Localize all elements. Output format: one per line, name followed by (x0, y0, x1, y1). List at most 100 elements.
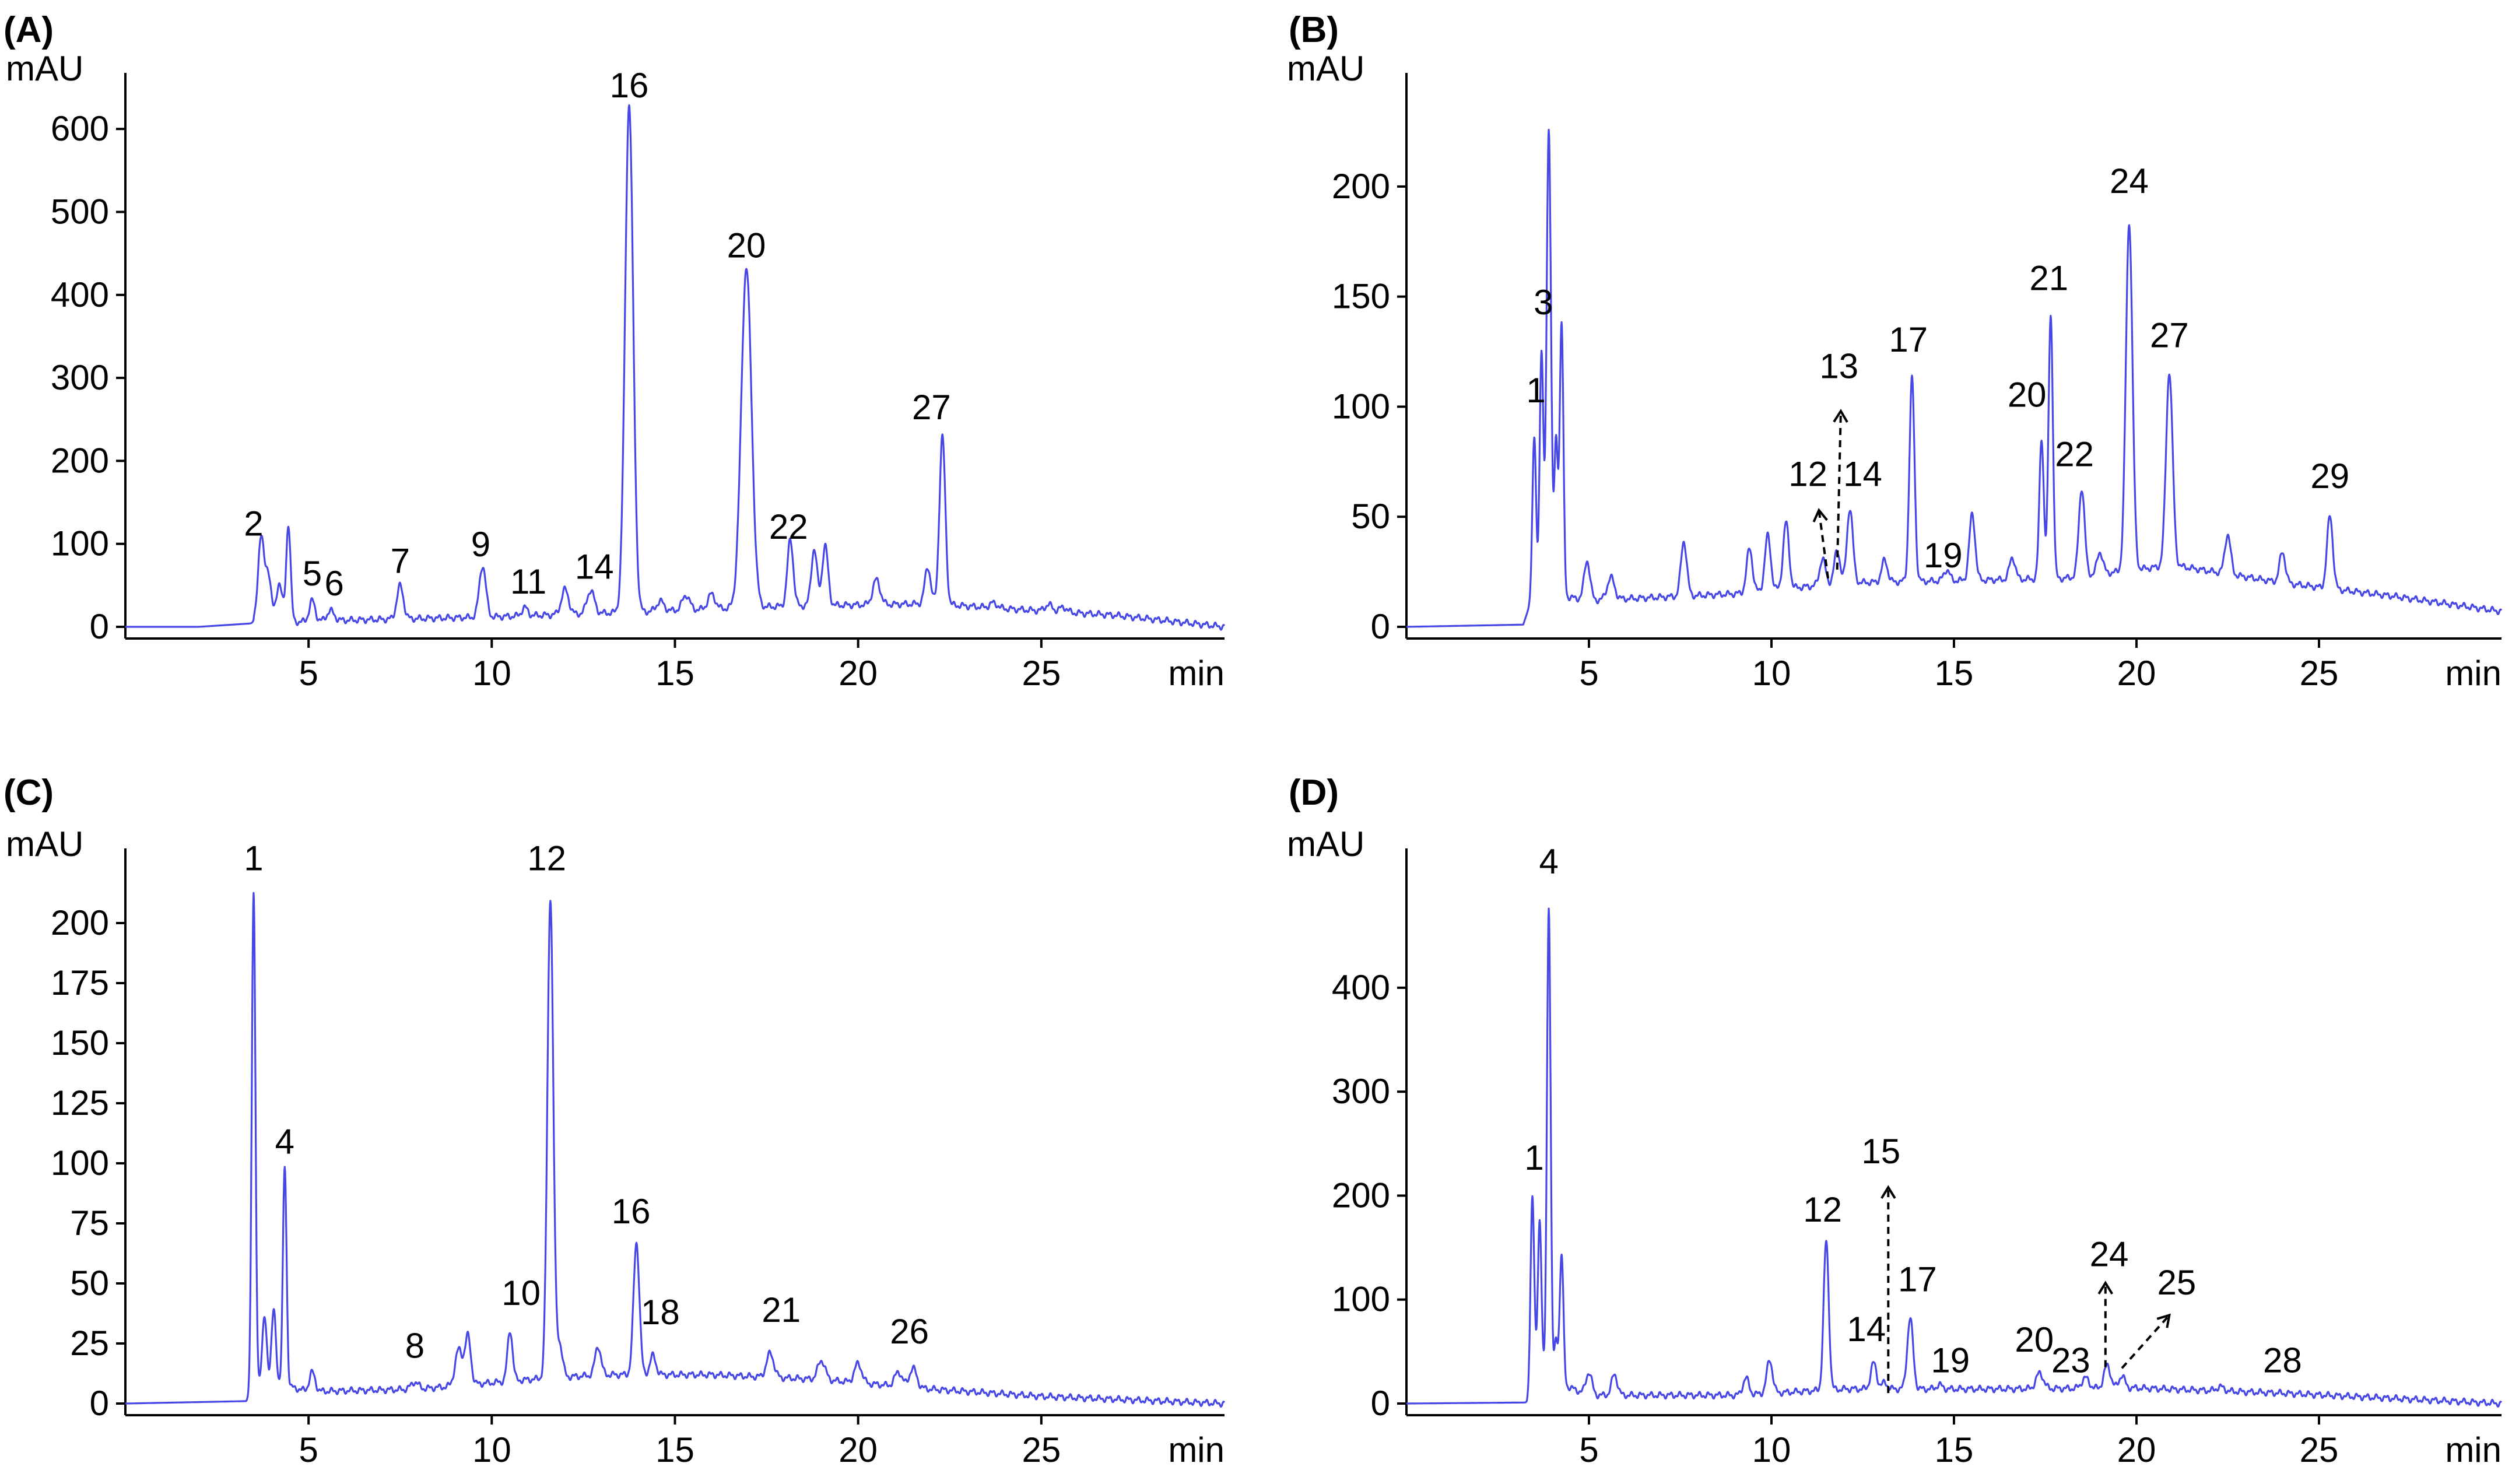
x-tick-label: 10 (472, 1430, 511, 1469)
panel-c-chromatogram: (C) mAU 0 25 50 75 100 125 150 175 200 5 10 15 20 25 min… (3, 773, 1226, 1469)
y-axis-unit-label: mAU (6, 825, 83, 864)
peak-label: 10 (501, 1273, 541, 1313)
peak-label: 17 (1889, 320, 1928, 359)
peak-label: 18 (641, 1293, 680, 1332)
x-tick-label: 25 (2300, 654, 2339, 693)
peak-label: 14 (1843, 454, 1882, 493)
peak-label: 4 (275, 1122, 294, 1162)
x-tick-label: 5 (299, 1430, 318, 1469)
x-tick-label: 20 (838, 654, 878, 693)
y-tick-label: 100 (1332, 387, 1390, 426)
peak-label: 22 (769, 507, 808, 546)
arrow-head (2156, 1313, 2171, 1328)
peak-label: 1 (244, 839, 263, 878)
peak-label: 12 (527, 839, 566, 878)
x-tick-label: 5 (299, 654, 318, 693)
y-axis-unit-label: mAU (6, 49, 83, 88)
peak-label: 8 (405, 1327, 424, 1366)
y-tick-label: 0 (1371, 607, 1390, 646)
y-tick-label: 200 (51, 903, 109, 942)
peak-label: 7 (391, 542, 410, 581)
x-axis-unit-label: min (2445, 1430, 2502, 1469)
y-tick-label: 300 (1332, 1072, 1390, 1111)
peak-label: 12 (1788, 454, 1827, 493)
x-tick-label: 15 (1935, 1430, 1974, 1469)
peak-label: 24 (2110, 162, 2149, 201)
peak-label: 28 (2263, 1341, 2302, 1380)
y-tick-label: 200 (1332, 1176, 1390, 1215)
peak-label: 20 (2008, 375, 2047, 414)
x-tick-label: 15 (655, 654, 694, 693)
y-axis-unit-label: mAU (1287, 825, 1364, 864)
peak-label: 14 (1847, 1310, 1886, 1349)
peak-label: 21 (2029, 258, 2068, 297)
arrow-head (1833, 409, 1848, 423)
peak-label: 20 (727, 226, 766, 265)
x-tick-label: 20 (838, 1430, 878, 1469)
chromatogram-trace (1406, 907, 2503, 1408)
dashed-arrow (2121, 1314, 2170, 1369)
panel-label: (D) (1289, 773, 1339, 813)
y-tick-label: 100 (51, 524, 109, 563)
x-tick-label: 10 (1752, 1430, 1791, 1469)
peak-label: 27 (2150, 316, 2189, 355)
chromatogram-trace (1406, 128, 2503, 628)
y-tick-label: 75 (70, 1204, 109, 1243)
y-tick-label: 150 (51, 1023, 109, 1062)
peak-label: 19 (1924, 536, 1963, 575)
peak-label: 22 (2055, 434, 2094, 473)
x-axis-unit-label: min (2445, 654, 2502, 693)
arrow-head (1812, 508, 1828, 522)
x-tick-label: 5 (1579, 1430, 1598, 1469)
peak-label: 27 (912, 388, 951, 427)
peak-label: 24 (2090, 1235, 2129, 1274)
dashed-arrow (1836, 411, 1842, 570)
y-tick-label: 400 (51, 275, 109, 314)
peak-label: 15 (1861, 1132, 1900, 1171)
y-tick-label: 150 (1332, 277, 1390, 316)
x-tick-label: 5 (1579, 654, 1598, 693)
peak-label: 14 (575, 547, 614, 586)
peak-label: 4 (1539, 842, 1558, 881)
y-tick-label: 300 (51, 358, 109, 397)
x-axis-unit-label: min (1168, 1430, 1225, 1469)
peak-label: 29 (2310, 457, 2349, 496)
peak-label: 26 (890, 1312, 929, 1351)
panel-label: (A) (3, 10, 54, 50)
arrow-head (1881, 1185, 1896, 1199)
y-axis-unit-label: mAU (1287, 49, 1364, 88)
peak-label: 9 (471, 525, 490, 564)
peak-label: 21 (762, 1290, 801, 1329)
y-tick-label: 25 (70, 1324, 109, 1363)
y-tick-label: 200 (51, 441, 109, 480)
peak-label: 6 (324, 564, 343, 603)
panel-label: (C) (3, 773, 54, 813)
y-tick-label: 100 (51, 1143, 109, 1183)
y-tick-label: 100 (1332, 1280, 1390, 1319)
x-tick-label: 25 (1022, 654, 1061, 693)
x-axis-unit-label: min (1168, 654, 1225, 693)
x-tick-label: 15 (1935, 654, 1974, 693)
arrow-head (2097, 1280, 2113, 1295)
y-tick-label: 500 (51, 192, 109, 231)
y-tick-label: 0 (90, 607, 109, 646)
y-tick-label: 200 (1332, 167, 1390, 206)
peak-label: 16 (610, 66, 649, 105)
peak-label: 11 (510, 562, 546, 601)
peak-label: 5 (303, 554, 322, 593)
y-tick-label: 125 (51, 1083, 109, 1122)
x-tick-label: 20 (2117, 1430, 2156, 1469)
peak-label: 12 (1803, 1190, 1842, 1229)
peak-label: 1 (1527, 371, 1546, 410)
peak-label: 17 (1898, 1260, 1937, 1299)
y-tick-label: 0 (1371, 1384, 1390, 1423)
peak-label: 20 (2015, 1320, 2054, 1359)
peak-label: 25 (2157, 1263, 2196, 1302)
chromatogram-trace (125, 892, 1226, 1408)
y-tick-label: 50 (70, 1264, 109, 1303)
peak-label: 2 (244, 504, 263, 543)
x-tick-label: 20 (2117, 654, 2156, 693)
